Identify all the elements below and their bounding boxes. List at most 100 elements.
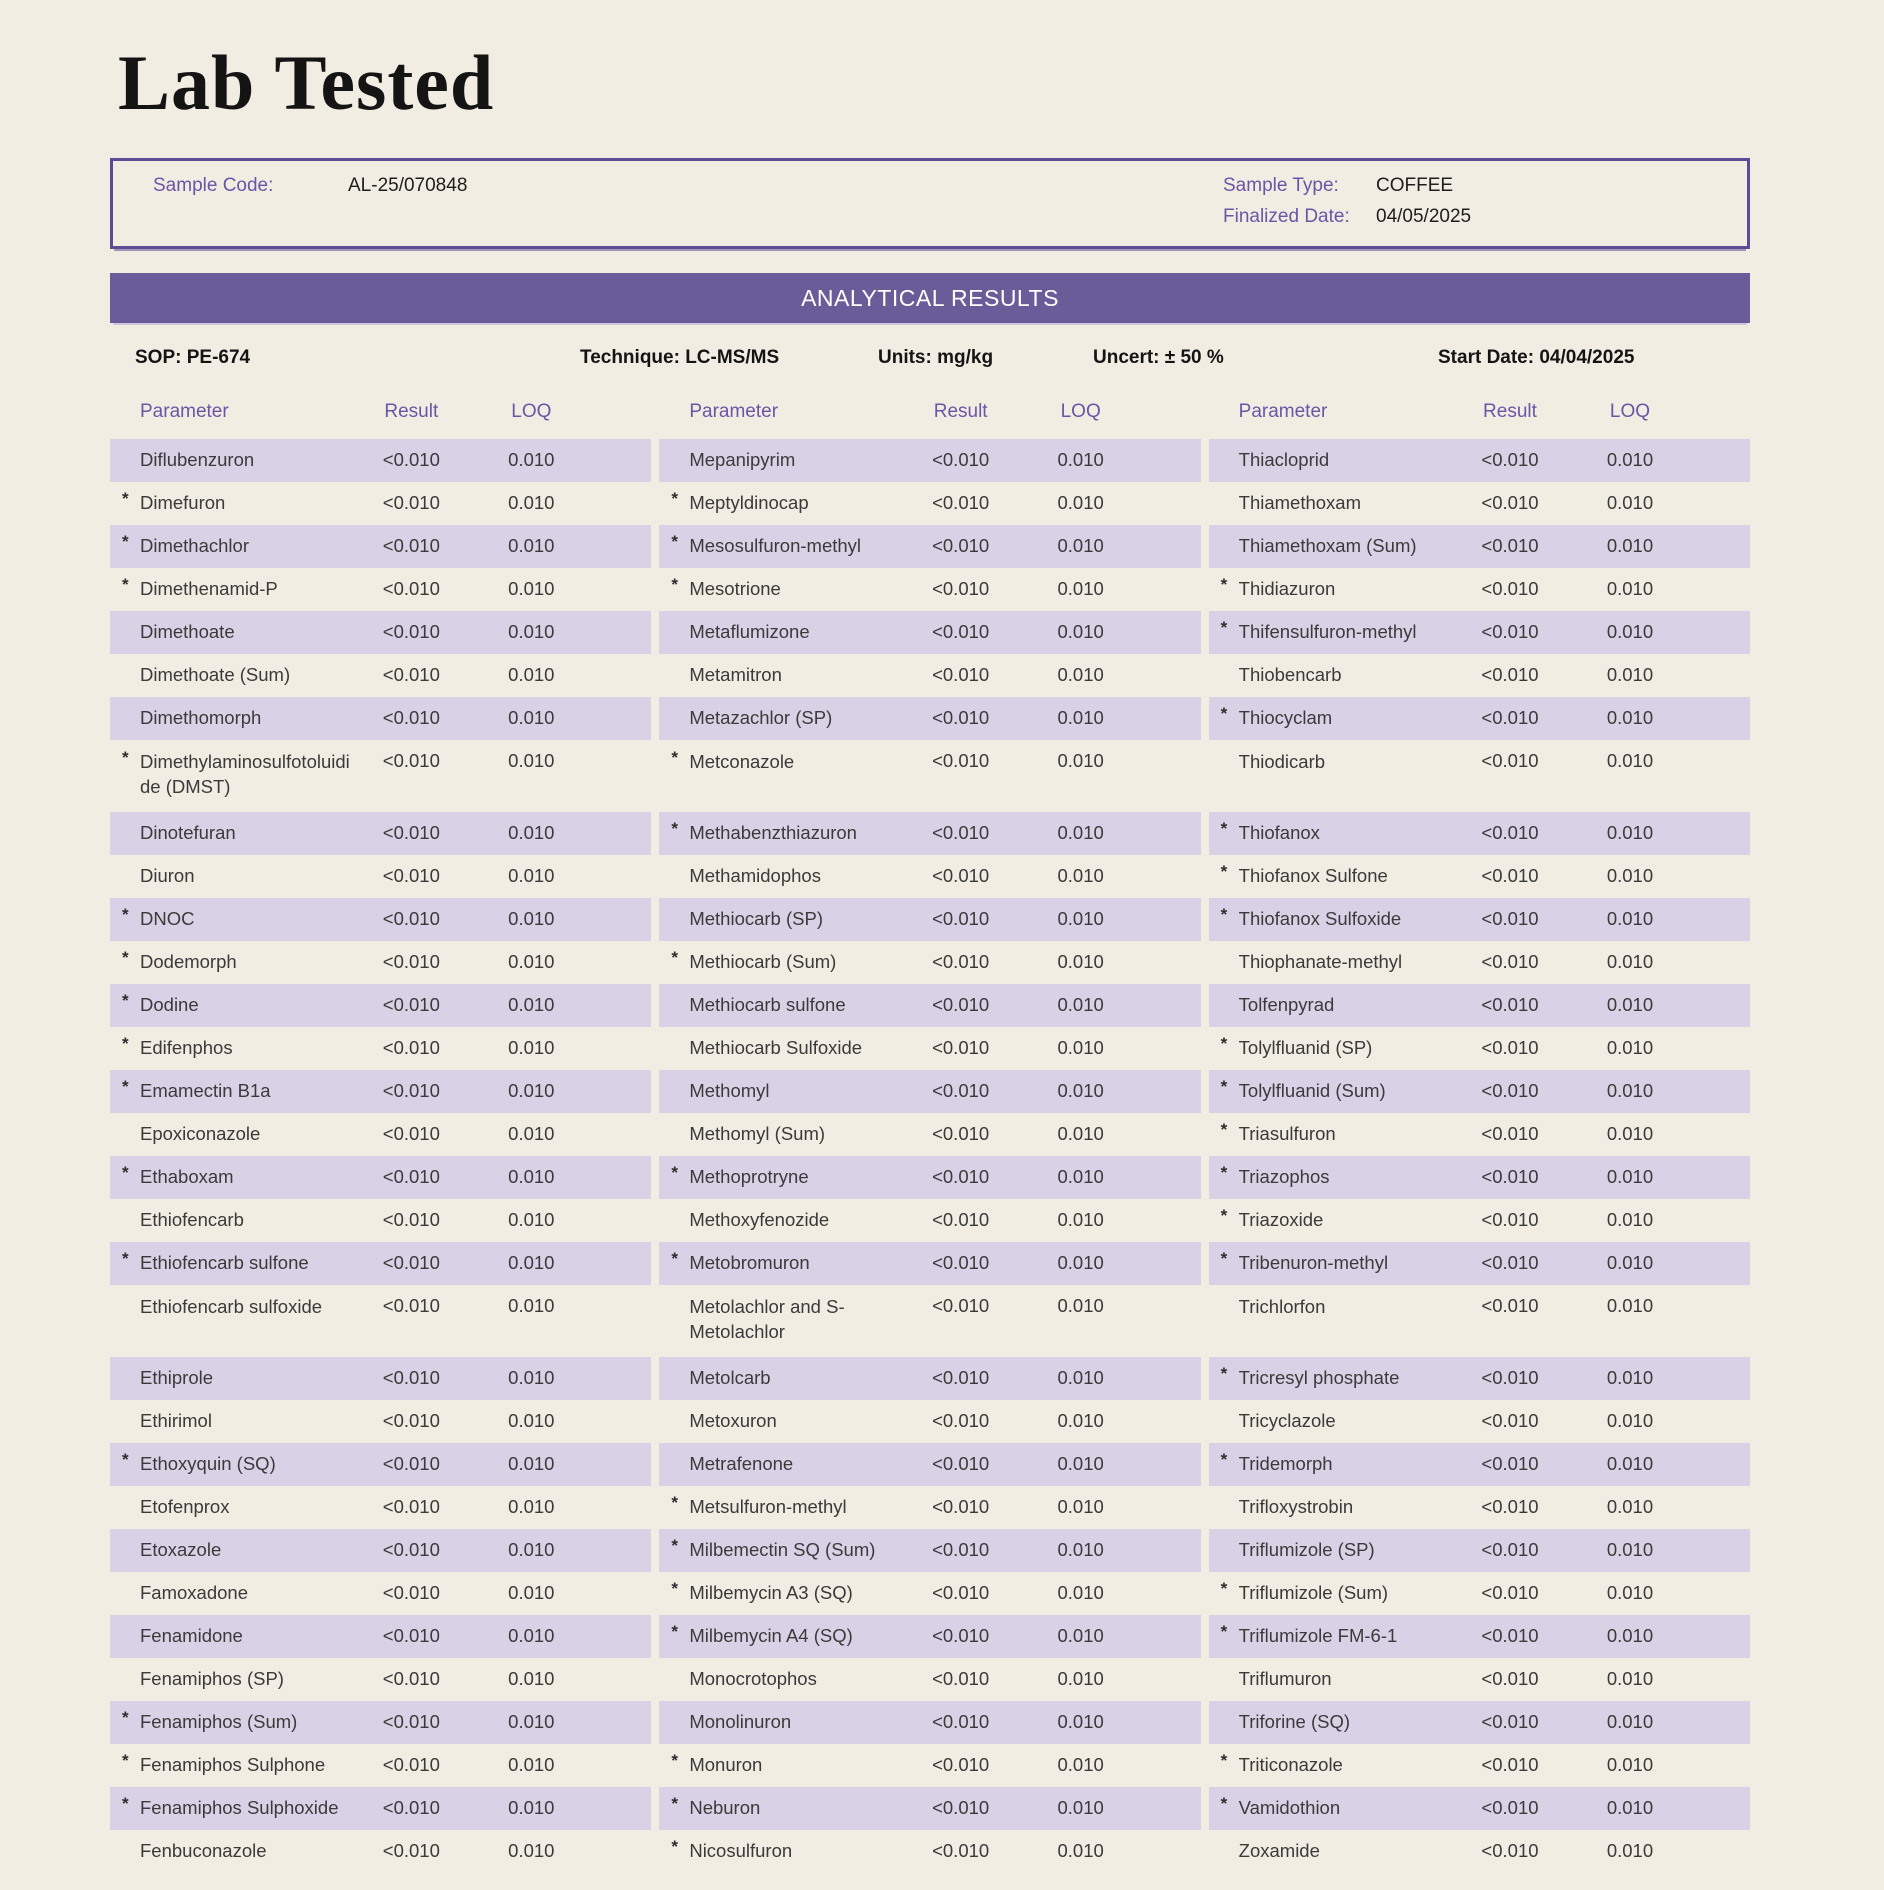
result-row-group: Metaflumizone <0.010 0.010 (659, 610, 1201, 654)
result-value: <0.010 (382, 1367, 440, 1389)
loq-value: 0.010 (508, 951, 555, 973)
loq-value: 0.010 (508, 621, 555, 643)
table-row: Dinotefuran <0.010 0.010 * Methabenzthiazuro… (110, 811, 1750, 855)
result-value: <0.010 (382, 1496, 440, 1518)
parameter-name: Famoxadone (140, 1581, 248, 1603)
footnote-star: * (1220, 862, 1228, 882)
result-value: <0.010 (932, 449, 990, 471)
result-value: <0.010 (932, 1367, 990, 1389)
footnote-star: * (122, 1708, 129, 1728)
parameter-name: Dodemorph (140, 950, 237, 972)
result-value: <0.010 (932, 749, 990, 771)
parameter-name: Metconazole (689, 750, 795, 772)
loq-value: 0.010 (1606, 664, 1654, 686)
footnote-star: * (122, 1034, 129, 1054)
loq-value: 0.010 (508, 1496, 555, 1518)
result-row-group: * Edifenphos <0.010 0.010 (110, 1027, 651, 1070)
loq-value: 0.010 (1606, 1625, 1654, 1647)
result-value: <0.010 (1481, 1252, 1539, 1274)
result-row-group: * Dodine <0.010 0.010 (110, 983, 652, 1027)
uncert-label: Uncert: ± 50 % (1093, 346, 1224, 368)
footnote-star: * (122, 532, 129, 552)
loq-value: 0.010 (508, 822, 555, 844)
result-column-header: Result (1483, 400, 1537, 422)
parameter-column-header: Parameter (689, 400, 779, 422)
result-row-group: Etofenprox <0.010 0.010 (110, 1486, 651, 1529)
parameter-name: Ethoxyquin (SQ) (140, 1452, 276, 1474)
parameter-name: Methiocarb Sulfoxide (689, 1036, 863, 1058)
result-value: <0.010 (1481, 449, 1539, 471)
result-column-header: Result (933, 400, 988, 422)
result-row-group: Ethirimol <0.010 0.010 (110, 1400, 651, 1443)
start-date-label: Start Date: 04/04/2025 (1438, 346, 1635, 368)
result-row-group: Dinotefuran <0.010 0.010 (110, 811, 652, 855)
result-row-group: Metolcarb <0.010 0.010 (659, 1356, 1201, 1400)
loq-value: 0.010 (1057, 822, 1104, 844)
loq-value: 0.010 (1606, 749, 1654, 771)
footnote-star: * (671, 1163, 678, 1183)
result-value: <0.010 (932, 535, 990, 557)
parameter-name: Metazachlor (SP) (689, 706, 833, 728)
footnote-star: * (1220, 1579, 1228, 1599)
parameter-name: Mepanipyrim (689, 448, 796, 470)
parameter-name: Fenamiphos Sulphone (140, 1753, 326, 1775)
result-row-group: Methiocarb sulfone <0.010 0.010 (659, 983, 1201, 1027)
result-row-group: Ethiprole <0.010 0.010 (110, 1356, 652, 1400)
result-value: <0.010 (932, 1123, 990, 1145)
result-row-group: Methoxyfenozide <0.010 0.010 (659, 1199, 1200, 1242)
result-value: <0.010 (1481, 749, 1539, 771)
result-row-group: * Mesotrione <0.010 0.010 (659, 568, 1200, 611)
parameter-name: Methomyl (Sum) (689, 1122, 826, 1144)
result-row-group: * Dimethachlor <0.010 0.010 (110, 524, 652, 568)
loq-value: 0.010 (1057, 1668, 1104, 1690)
loq-column-header: LOQ (1609, 400, 1651, 422)
table-row: Dimethomorph <0.010 0.010 Metazachlor (SP) <… (110, 696, 1750, 740)
footnote-star: * (1220, 1364, 1228, 1384)
result-value: <0.010 (382, 908, 440, 930)
table-row: Dimethoate (Sum) <0.010 0.010 Metamitron <0.… (110, 654, 1750, 697)
parameter-name: Thiodicarb (1238, 750, 1326, 772)
result-row-group: * Dimefuron <0.010 0.010 (110, 482, 651, 525)
result-row-group: * Tricresyl phosphate <0.010 0.010 (1208, 1356, 1750, 1400)
result-value: <0.010 (382, 1037, 440, 1059)
result-row-group: Methomyl <0.010 0.010 (659, 1069, 1201, 1113)
result-row-group: Methiocarb Sulfoxide <0.010 0.010 (659, 1027, 1200, 1070)
loq-value: 0.010 (508, 1123, 555, 1145)
result-value: <0.010 (932, 1410, 990, 1432)
loq-value: 0.010 (508, 535, 555, 557)
loq-value: 0.010 (1606, 1754, 1654, 1776)
parameter-name: Tricyclazole (1238, 1409, 1336, 1431)
parameter-name: Methoprotryne (689, 1165, 809, 1187)
result-row-group: * Ethaboxam <0.010 0.010 (110, 1155, 652, 1199)
result-value: <0.010 (932, 707, 990, 729)
parameter-column-header: Parameter (1238, 400, 1328, 422)
parameter-name: Fenbuconazole (140, 1839, 267, 1861)
parameter-name: Methiocarb sulfone (689, 993, 846, 1015)
result-row-group: * Thiofanox Sulfoxide <0.010 0.010 (1208, 897, 1750, 941)
result-row-group: Mepanipyrim <0.010 0.010 (659, 438, 1201, 482)
result-value: <0.010 (1481, 1754, 1539, 1776)
table-row: * Ethaboxam <0.010 0.010 * Methoprotryne <0.01… (110, 1155, 1750, 1199)
result-row-group: * Fenamiphos Sulphoxide <0.010 0.010 (110, 1786, 652, 1830)
sample-info-box: Sample Code: AL-25/070848 Sample Type: C… (110, 157, 1750, 249)
result-row-group: * Tridemorph <0.010 0.010 (1208, 1442, 1750, 1486)
table-row: * Dimethenamid-P <0.010 0.010 * Mesotrione <0.… (110, 568, 1750, 611)
table-row: * Dimefuron <0.010 0.010 * Meptyldinocap <0.01… (110, 482, 1750, 525)
parameter-name: Monocrotophos (689, 1667, 817, 1689)
result-row-group: * Milbemectin SQ (Sum) <0.010 0.010 (659, 1528, 1201, 1572)
result-row-group: * Thifensulfuron-methyl <0.010 0.010 (1208, 610, 1750, 654)
parameter-name: Nicosulfuron (689, 1839, 793, 1861)
result-value: <0.010 (932, 1797, 990, 1819)
units-label: Units: mg/kg (878, 346, 994, 368)
result-row-group: * Milbemycin A3 (SQ) <0.010 0.010 (659, 1572, 1200, 1615)
result-row-group: Methamidophos <0.010 0.010 (659, 855, 1200, 898)
loq-value: 0.010 (1606, 865, 1654, 887)
result-value: <0.010 (1481, 1797, 1539, 1819)
parameter-name: Dimethenamid-P (140, 577, 278, 599)
loq-value: 0.010 (1057, 535, 1104, 557)
loq-value: 0.010 (1057, 1539, 1104, 1561)
result-row-group: Metolachlor and S-Metolachlor <0.010 0.010 (659, 1285, 1200, 1357)
footnote-star: * (671, 1579, 678, 1599)
result-value: <0.010 (932, 1582, 990, 1604)
result-row-group: * Thiofanox Sulfone <0.010 0.010 (1209, 855, 1750, 898)
